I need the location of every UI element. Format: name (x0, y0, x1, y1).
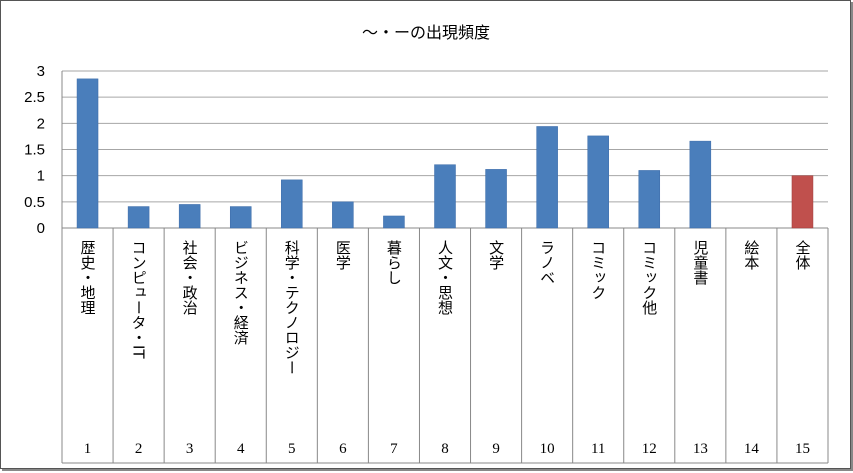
category-number: 3 (186, 441, 194, 457)
category-number: 8 (441, 441, 449, 457)
y-tick-label: 2 (37, 115, 45, 132)
x-category-label: 歴史・地理 (79, 240, 97, 315)
y-axis: 0 0.5 1 1.5 2 2.5 3 (24, 63, 63, 237)
bar (689, 140, 712, 229)
y-tick-label: 2.5 (24, 89, 45, 106)
bar (638, 170, 661, 229)
bar (434, 164, 456, 229)
category-table: 歴史・地理 1 コンピュータ・IT 2 社会・政治 3 ビジネス・経済 4 科学・テクノロジー 5… (61, 228, 829, 464)
category-number: 9 (492, 441, 500, 457)
category-number: 10 (540, 441, 555, 457)
y-tick-label: 0 (37, 220, 45, 237)
category-number: 12 (642, 441, 657, 457)
chart-title: ～・ーの出現頻度 (362, 23, 490, 42)
bar (332, 201, 354, 229)
category-number: 6 (339, 441, 347, 457)
category-number: 15 (795, 441, 810, 457)
category-number: 11 (591, 441, 605, 457)
x-category-label: 絵本 (742, 240, 760, 270)
y-tick-label: 1.5 (24, 142, 45, 159)
x-category-label: 児童書 (691, 240, 709, 285)
category-number: 5 (288, 441, 296, 457)
x-category-label: 人文・思想 (436, 240, 454, 315)
category-number: 1 (84, 441, 92, 457)
bar (587, 135, 609, 229)
y-tick-label: 0.5 (24, 194, 45, 211)
bar (281, 179, 303, 229)
category-number: 13 (693, 441, 708, 457)
x-category-label: コミック他 (640, 240, 658, 316)
x-category-label: 科学・テクノロジー (283, 240, 301, 375)
bar (485, 169, 507, 229)
category-number: 14 (744, 441, 760, 457)
x-category-label: 暮らし (385, 240, 403, 285)
bar (229, 206, 252, 229)
bar (127, 206, 150, 229)
y-tick-label: 3 (37, 63, 45, 80)
category-number: 7 (390, 441, 398, 457)
category-number: 2 (135, 441, 143, 457)
bar (383, 215, 405, 229)
x-category-label: 医学 (334, 240, 352, 270)
bar (76, 78, 99, 229)
bar (791, 175, 814, 229)
category-number: 4 (237, 441, 245, 457)
x-category-label: 文学 (487, 240, 505, 270)
x-category-label: 社会・政治 (181, 240, 199, 315)
bar (536, 126, 558, 229)
bar (178, 204, 201, 229)
y-tick-label: 1 (37, 168, 45, 185)
x-category-label: ビジネス・経済 (232, 240, 250, 345)
bars (76, 78, 814, 229)
x-category-label: 全体 (793, 239, 811, 270)
x-category-label: コミック (589, 240, 607, 300)
x-category-label: ラノベ (538, 240, 556, 285)
x-category-label: コンピュータ・IT (130, 240, 148, 359)
